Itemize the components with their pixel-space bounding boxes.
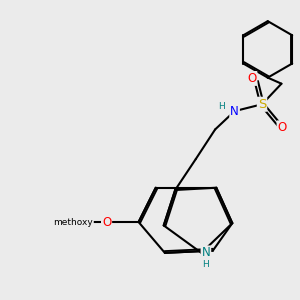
Text: H: H — [218, 102, 225, 111]
Text: O: O — [278, 121, 287, 134]
Text: H: H — [202, 260, 209, 269]
Text: N: N — [230, 105, 239, 118]
Text: S: S — [258, 98, 266, 111]
Text: O: O — [247, 72, 256, 85]
Text: methoxy: methoxy — [53, 218, 93, 226]
Text: O: O — [102, 215, 111, 229]
Text: N: N — [202, 246, 210, 260]
